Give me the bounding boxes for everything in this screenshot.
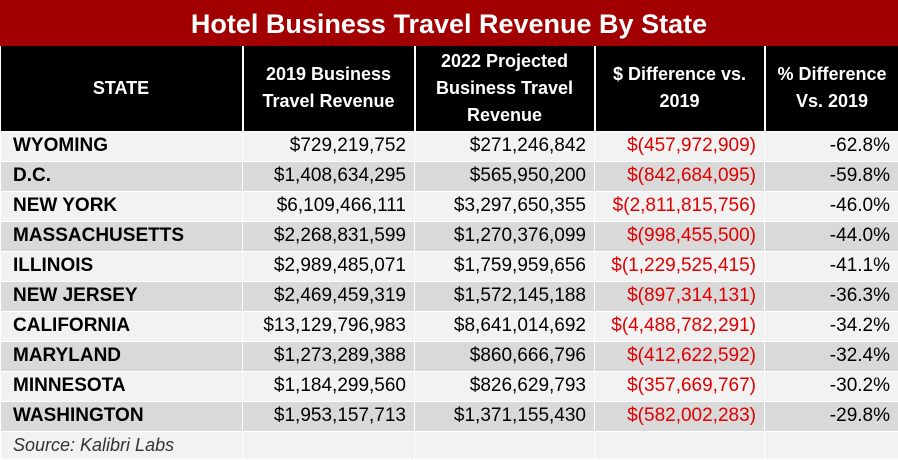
dollar-difference-cell: $(4,488,782,291) — [594, 310, 765, 342]
revenue-2019-cell: $6,109,466,111 — [242, 190, 415, 222]
revenue-2022-cell: $271,246,842 — [414, 130, 595, 162]
percent-difference-cell: -46.0% — [764, 190, 898, 222]
table-row: NEW JERSEY $2,469,459,319 $1,572,145,188… — [0, 280, 898, 312]
dollar-difference-cell: $(1,229,525,415) — [594, 250, 765, 282]
dollar-difference-cell: $(457,972,909) — [594, 130, 765, 162]
revenue-2019-cell: $2,469,459,319 — [242, 280, 415, 312]
state-cell: D.C. — [0, 160, 243, 192]
header-percent-difference: % Difference Vs. 2019 — [763, 46, 898, 131]
table-title: Hotel Business Travel Revenue By State — [0, 0, 898, 46]
revenue-2019-cell: $1,953,157,713 — [242, 400, 415, 432]
dollar-difference-cell: $(357,669,767) — [594, 370, 765, 402]
revenue-2019-cell: $1,273,289,388 — [242, 340, 415, 372]
revenue-2022-cell: $1,270,376,099 — [414, 220, 595, 252]
header-2019-revenue: 2019 Business Travel Revenue — [241, 46, 415, 131]
revenue-table: STATE 2019 Business Travel Revenue 2022 … — [0, 46, 898, 460]
percent-difference-cell: -34.2% — [764, 310, 898, 342]
dollar-difference-cell: $(897,314,131) — [594, 280, 765, 312]
revenue-2019-cell: $2,989,485,071 — [242, 250, 415, 282]
revenue-2019-cell: $2,268,831,599 — [242, 220, 415, 252]
revenue-2019-cell: $729,219,752 — [242, 130, 415, 162]
source-note: Source: Kalibri Labs — [0, 430, 243, 460]
state-cell: MARYLAND — [0, 340, 243, 372]
percent-difference-cell: -41.1% — [764, 250, 898, 282]
state-cell: ILLINOIS — [0, 250, 243, 282]
empty-cell — [414, 430, 595, 460]
percent-difference-cell: -30.2% — [764, 370, 898, 402]
table-row: D.C. $1,408,634,295 $565,950,200 $(842,6… — [0, 160, 898, 192]
table-row: WYOMING $729,219,752 $271,246,842 $(457,… — [0, 130, 898, 162]
header-2022-projected-revenue: 2022 Projected Business Travel Revenue — [413, 46, 595, 131]
revenue-2019-cell: $1,184,299,560 — [242, 370, 415, 402]
table-body: WYOMING $729,219,752 $271,246,842 $(457,… — [0, 130, 898, 460]
percent-difference-cell: -29.8% — [764, 400, 898, 432]
dollar-difference-cell: $(582,002,283) — [594, 400, 765, 432]
state-cell: MINNESOTA — [0, 370, 243, 402]
source-row: Source: Kalibri Labs — [0, 430, 898, 460]
table-row: CALIFORNIA $13,129,796,983 $8,641,014,69… — [0, 310, 898, 342]
table-row: MASSACHUSETTS $2,268,831,599 $1,270,376,… — [0, 220, 898, 252]
table-row: MARYLAND $1,273,289,388 $860,666,796 $(4… — [0, 340, 898, 372]
revenue-2022-cell: $1,759,959,656 — [414, 250, 595, 282]
table-row: ILLINOIS $2,989,485,071 $1,759,959,656 $… — [0, 250, 898, 282]
revenue-2022-cell: $860,666,796 — [414, 340, 595, 372]
dollar-difference-cell: $(2,811,815,756) — [594, 190, 765, 222]
percent-difference-cell: -59.8% — [764, 160, 898, 192]
table-row: WASHINGTON $1,953,157,713 $1,371,155,430… — [0, 400, 898, 432]
revenue-2022-cell: $1,572,145,188 — [414, 280, 595, 312]
empty-cell — [764, 430, 898, 460]
percent-difference-cell: -62.8% — [764, 130, 898, 162]
state-cell: NEW JERSEY — [0, 280, 243, 312]
revenue-2019-cell: $13,129,796,983 — [242, 310, 415, 342]
header-dollar-difference: $ Difference vs. 2019 — [593, 46, 765, 131]
dollar-difference-cell: $(998,455,500) — [594, 220, 765, 252]
revenue-2019-cell: $1,408,634,295 — [242, 160, 415, 192]
percent-difference-cell: -32.4% — [764, 340, 898, 372]
state-cell: WASHINGTON — [0, 400, 243, 432]
table-row: NEW YORK $6,109,466,111 $3,297,650,355 $… — [0, 190, 898, 222]
table-row: MINNESOTA $1,184,299,560 $826,629,793 $(… — [0, 370, 898, 402]
revenue-2022-cell: $8,641,014,692 — [414, 310, 595, 342]
revenue-2022-cell: $565,950,200 — [414, 160, 595, 192]
revenue-2022-cell: $3,297,650,355 — [414, 190, 595, 222]
percent-difference-cell: -36.3% — [764, 280, 898, 312]
empty-cell — [242, 430, 415, 460]
revenue-2022-cell: $1,371,155,430 — [414, 400, 595, 432]
revenue-2022-cell: $826,629,793 — [414, 370, 595, 402]
dollar-difference-cell: $(842,684,095) — [594, 160, 765, 192]
header-row: STATE 2019 Business Travel Revenue 2022 … — [0, 46, 898, 131]
state-cell: NEW YORK — [0, 190, 243, 222]
state-cell: MASSACHUSETTS — [0, 220, 243, 252]
percent-difference-cell: -44.0% — [764, 220, 898, 252]
header-state: STATE — [0, 46, 243, 131]
state-cell: WYOMING — [0, 130, 243, 162]
state-cell: CALIFORNIA — [0, 310, 243, 342]
empty-cell — [594, 430, 765, 460]
dollar-difference-cell: $(412,622,592) — [594, 340, 765, 372]
